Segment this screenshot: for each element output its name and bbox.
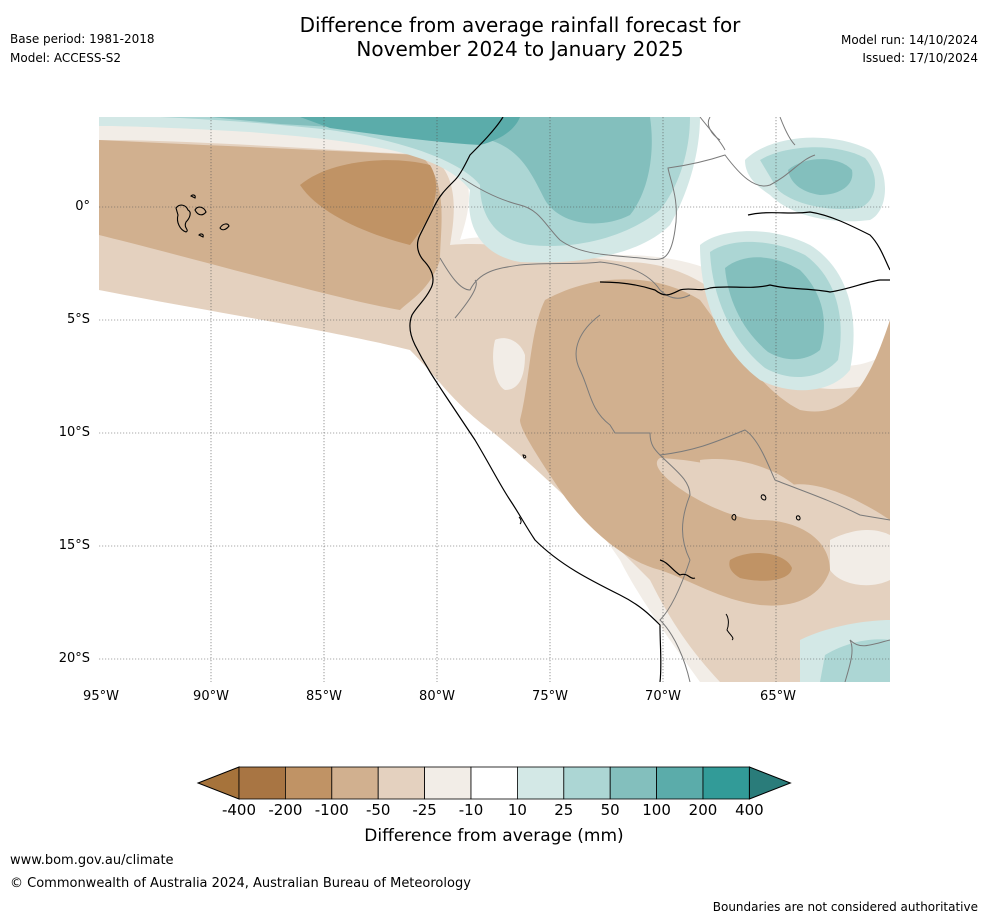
galapagos-islands (175, 194, 230, 238)
colorbar-tick-label: 400 (735, 801, 764, 819)
lon-label-70w: 70°W (645, 689, 681, 704)
colorbar-swatch (563, 766, 611, 800)
colorbar-swatch (656, 766, 704, 800)
colorbar-tick-label: 100 (642, 801, 671, 819)
issued-date-text: Issued: 17/10/2024 (862, 51, 978, 65)
country-borders (439, 117, 890, 682)
colorbar (196, 766, 792, 800)
colorbar-tick-label: -50 (365, 801, 391, 819)
lon-label-95w: 95°W (83, 689, 119, 704)
colorbar-tick-label: -200 (268, 801, 303, 819)
colorbar-tick-label: 25 (554, 801, 574, 819)
colorbar-swatch (470, 766, 518, 800)
colorbar-swatch (609, 766, 658, 800)
lon-label-65w: 65°W (760, 689, 796, 704)
lon-label-85w: 85°W (306, 689, 342, 704)
map-title-line-2: November 2024 to January 2025 (356, 37, 684, 61)
colorbar-tick-label: 200 (688, 801, 718, 819)
colorbar-swatch (424, 766, 472, 800)
footer-disclaimer: Boundaries are not considered authoritat… (712, 900, 978, 914)
lon-label-80w: 80°W (419, 689, 455, 704)
colorbar-title: Difference from average (mm) (364, 826, 624, 846)
colorbar-swatch (517, 766, 565, 800)
lat-label-15s: 15°S (58, 538, 90, 553)
lake-outlines (518, 454, 801, 641)
map-plot-area (99, 117, 890, 682)
footer-url: www.bom.gov.au/climate (10, 853, 174, 868)
colorbar-tick-label: -25 (412, 801, 437, 819)
base-period-text: Base period: 1981-2018 (10, 32, 155, 46)
map-title-line-1: Difference from average rainfall forecas… (299, 13, 741, 37)
colorbar-swatch (331, 766, 379, 800)
colorbar-swatch (702, 766, 750, 800)
lat-label-5s: 5°S (66, 312, 90, 327)
graticule-lines (99, 117, 890, 682)
colorbar-tick-label: 50 (600, 801, 620, 819)
colorbar-extend-low (196, 766, 240, 800)
colorbar-tick-label: -10 (458, 801, 484, 819)
lon-label-90w: 90°W (193, 689, 229, 704)
colorbar-swatch (238, 766, 286, 800)
colorbar-extend-high (748, 766, 792, 800)
dry-anomaly-fields (99, 123, 890, 682)
colorbar-swatch (284, 766, 333, 800)
colorbar-tick-label: -100 (314, 801, 349, 819)
footer-copyright: © Commonwealth of Australia 2024, Austra… (10, 876, 471, 891)
coastline (409, 117, 890, 682)
colorbar-tick-label: -400 (221, 801, 257, 819)
lat-label-10s: 10°S (58, 425, 90, 440)
model-name-text: Model: ACCESS-S2 (10, 51, 122, 65)
model-run-text: Model run: 14/10/2024 (840, 33, 978, 47)
lon-label-75w: 75°W (532, 689, 568, 704)
colorbar-swatch (377, 766, 426, 800)
lat-label-0: 0° (75, 199, 90, 214)
lat-label-20s: 20°S (58, 651, 90, 666)
colorbar-tick-label: 10 (507, 801, 527, 819)
